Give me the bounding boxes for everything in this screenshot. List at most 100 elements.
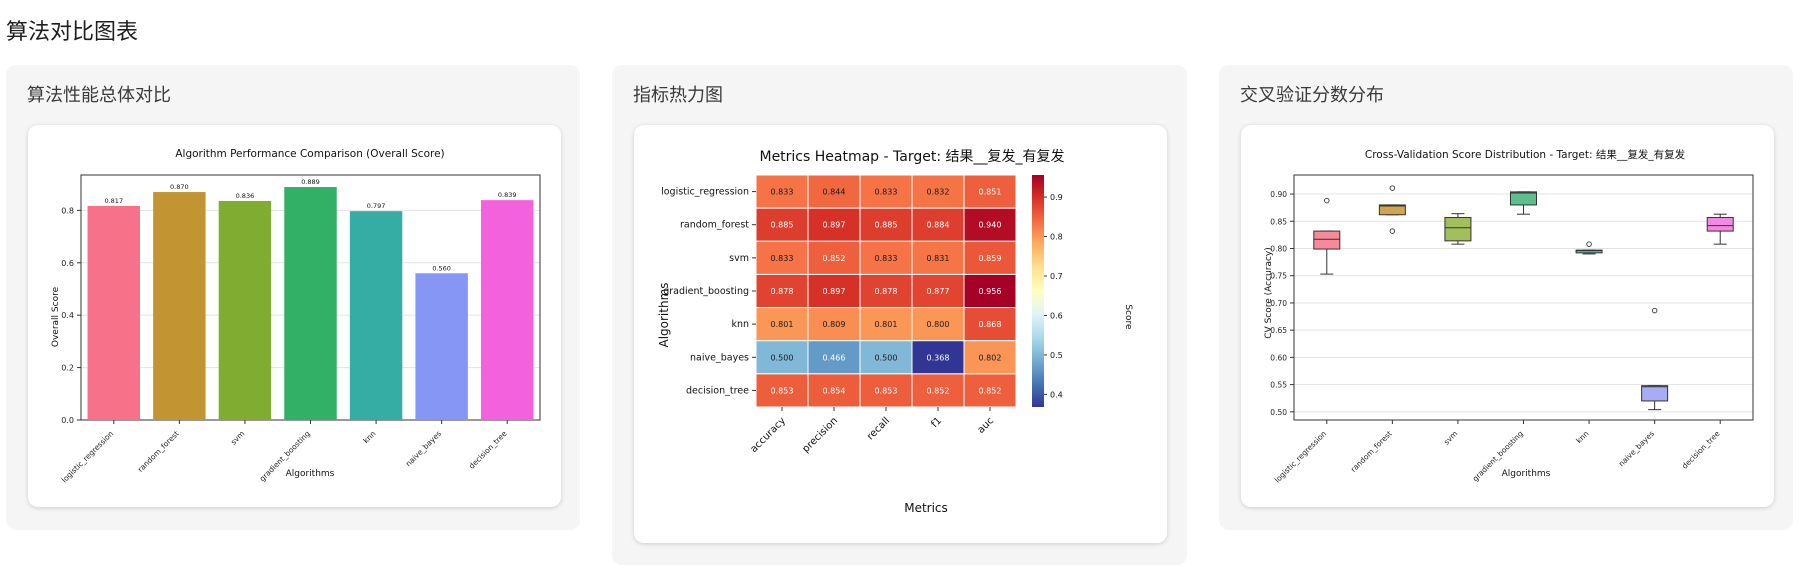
heatmap-cell-label: 0.833 <box>875 254 898 263</box>
x-tick-label: naive_bayes <box>404 429 443 468</box>
performance-panel-title: 算法性能总体对比 <box>27 85 171 106</box>
heatmap-cell-label: 0.801 <box>771 320 794 329</box>
bar-value-label: 0.560 <box>432 264 451 272</box>
y-tick-label: 0.50 <box>1270 408 1287 417</box>
bar <box>284 187 337 420</box>
heatmap-cell-label: 0.853 <box>875 386 898 395</box>
box <box>1444 216 1472 242</box>
y-tick-label: 0.0 <box>61 416 74 425</box>
x-tick-label: random_forest <box>136 429 181 474</box>
heatmap-cell-label: 0.844 <box>823 188 846 197</box>
colorbar-tick-label: 0.4 <box>1050 390 1063 399</box>
bar-value-label: 0.817 <box>104 197 123 205</box>
heatmap-cell-label: 0.852 <box>979 386 1002 395</box>
cv-box-chart: Cross-Validation Score Distribution - Ta… <box>1264 148 1754 484</box>
row-label: naive_bayes <box>690 352 749 363</box>
cv-panel: 交叉验证分数分布 Cross-Validation Score Distribu… <box>1219 65 1793 530</box>
heatmap-panel: 指标热力图 Metrics Heatmap - Target: 结果__复发_有… <box>612 65 1187 565</box>
bar-value-label: 0.836 <box>236 192 255 200</box>
x-tick-label: decision_tree <box>1680 429 1722 471</box>
chart-title: Metrics Heatmap - Target: 结果__复发_有复发 <box>759 148 1064 165</box>
row-label: random_forest <box>680 220 749 231</box>
y-tick-label: 0.70 <box>1270 299 1287 308</box>
heatmap-cell-label: 0.853 <box>771 386 794 395</box>
box <box>1575 249 1603 254</box>
heatmap-cell-label: 0.801 <box>875 320 898 329</box>
heatmap-panel-title: 指标热力图 <box>633 85 723 106</box>
x-axis-label: Algorithms <box>286 469 335 479</box>
heatmap-cell <box>963 307 1017 342</box>
heatmap-cell <box>859 240 913 275</box>
box <box>1313 230 1341 250</box>
y-tick-label: 0.80 <box>1270 245 1287 254</box>
y-axis-label: Overall Score <box>51 286 61 347</box>
colorbar-tick-label: 0.5 <box>1050 351 1063 360</box>
x-tick-label: svm <box>1442 429 1459 446</box>
x-tick-label: logistic_regression <box>60 429 116 485</box>
y-axis-label: Algorithms <box>657 282 671 347</box>
box <box>1378 204 1406 216</box>
heatmap-cell-label: 0.859 <box>979 254 1002 263</box>
bar <box>349 211 403 420</box>
performance-panel: 算法性能总体对比 Algorithm Performance Compariso… <box>6 65 580 530</box>
heatmap-chart: Metrics Heatmap - Target: 结果__复发_有复发 Alg… <box>657 148 1133 515</box>
chart-title: Algorithm Performance Comparison (Overal… <box>175 148 444 160</box>
y-tick-label: 0.65 <box>1270 326 1287 335</box>
heatmap-cell <box>911 240 965 275</box>
colorbar-label: Score <box>1123 304 1133 330</box>
bar-value-label: 0.889 <box>301 178 320 186</box>
bar <box>218 200 272 420</box>
heatmap-cell-label: 0.831 <box>927 254 950 263</box>
row-label: decision_tree <box>686 385 749 396</box>
heatmap-cell <box>755 273 809 309</box>
colorbar-tick-label: 0.8 <box>1050 233 1063 242</box>
y-tick-label: 0.4 <box>61 311 74 320</box>
heatmap-cell-label: 0.852 <box>823 254 846 263</box>
y-tick-label: 0.2 <box>61 364 74 373</box>
heatmap-cell <box>807 174 861 209</box>
colorbar-tick-label: 0.9 <box>1050 193 1063 202</box>
heatmap-cell <box>963 207 1017 242</box>
row-label: svm <box>729 253 749 264</box>
heatmap-cell <box>963 340 1017 375</box>
row-label: knn <box>731 319 749 330</box>
heatmap-cell <box>963 240 1017 275</box>
cv-panel-title: 交叉验证分数分布 <box>1240 85 1384 106</box>
heatmap-cell-label: 0.833 <box>875 188 898 197</box>
heatmap-cell-label: 0.809 <box>823 320 846 329</box>
heatmap-cell <box>859 174 913 209</box>
heatmap-cell <box>807 373 861 408</box>
heatmap-cell-label: 0.800 <box>927 320 950 329</box>
column-label: auc <box>976 415 996 435</box>
heatmap-cell-label: 0.897 <box>823 221 846 230</box>
heatmap-cell <box>963 373 1017 408</box>
colorbar-tick-label: 0.6 <box>1050 311 1063 320</box>
y-tick-label: 0.75 <box>1270 272 1287 281</box>
bar-value-label: 0.797 <box>367 202 386 210</box>
heatmap-cell-label: 0.956 <box>979 287 1002 296</box>
page-title: 算法对比图表 <box>6 20 139 45</box>
heatmap-cell <box>911 174 965 209</box>
heatmap-cell <box>859 307 913 342</box>
bar <box>480 200 534 420</box>
box <box>1706 216 1734 232</box>
heatmap-cell-label: 0.868 <box>979 320 1002 329</box>
heatmap-cell <box>807 307 861 342</box>
y-tick-label: 0.90 <box>1270 190 1287 199</box>
x-axis-label: Metrics <box>904 501 948 515</box>
heatmap-cell-label: 0.851 <box>979 188 1002 197</box>
heatmap-cell <box>911 340 965 375</box>
heatmap-cell <box>755 307 809 342</box>
x-tick-label: knn <box>1574 429 1590 445</box>
box-outlier <box>1324 197 1330 204</box>
heatmap-cell-label: 0.466 <box>823 353 846 362</box>
heatmap-cell-label: 0.878 <box>771 287 794 296</box>
y-axis-label: CV Score (Accuracy) <box>1264 247 1274 338</box>
heatmap-cell-label: 0.884 <box>927 221 950 230</box>
x-tick-label: naive_bayes <box>1617 429 1656 468</box>
bar <box>153 192 206 420</box>
heatmap-cell-label: 0.832 <box>927 188 950 197</box>
heatmap-cell-label: 0.500 <box>875 353 898 362</box>
heatmap-cell-label: 0.885 <box>875 221 898 230</box>
bar-value-label: 0.870 <box>170 183 189 191</box>
